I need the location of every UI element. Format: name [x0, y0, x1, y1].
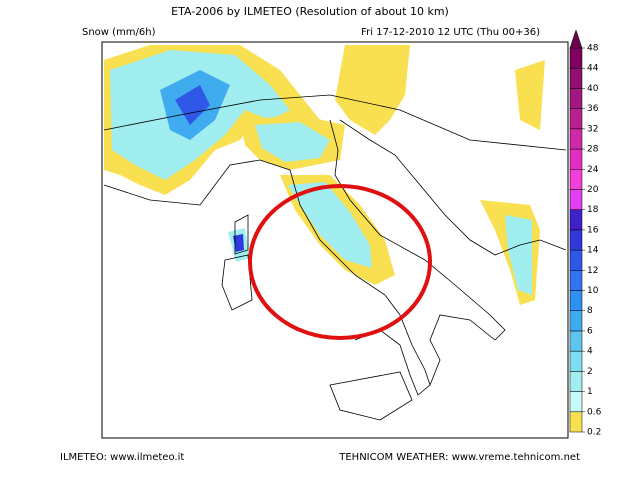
footer-right: TEHNICOM WEATHER: www.vreme.tehnicom.net	[338, 452, 580, 463]
colorbar-label: 16	[587, 225, 599, 235]
snow-deep	[175, 85, 210, 125]
colorbar-box	[569, 270, 583, 291]
snow-cyan	[255, 122, 330, 162]
snow-cyan	[505, 215, 532, 295]
colorbar-label: 18	[587, 205, 599, 215]
colorbar-label: 2	[587, 367, 593, 377]
colorbar-top	[569, 29, 583, 49]
colorbar-box	[569, 371, 583, 392]
colorbar-box	[569, 229, 583, 251]
colorbar-label: 40	[587, 84, 599, 94]
colorbar-label: 6	[587, 326, 593, 336]
field-label: Snow (mm/6h)	[82, 27, 156, 38]
snow-deep	[233, 234, 244, 252]
colorbar-box	[569, 108, 583, 130]
snow-yellow	[515, 60, 545, 130]
colorbar-box	[569, 148, 583, 170]
colorbar-label: 32	[587, 124, 598, 134]
colorbar-label: 14	[587, 246, 599, 256]
colorbar-label: 8	[587, 306, 593, 316]
colorbar-label: 44	[587, 64, 599, 74]
colorbar-box	[569, 290, 583, 311]
colorbar-label: 24	[587, 165, 599, 175]
map	[101, 41, 569, 439]
colorbar-box	[569, 350, 583, 372]
colorbar-box	[569, 391, 583, 413]
colorbar-box	[569, 169, 583, 190]
colorbar-box	[569, 128, 583, 150]
colorbar-box	[569, 189, 583, 210]
colorbar-label: 20	[587, 185, 599, 195]
valid-time: Fri 17-12-2010 12 UTC (Thu 00+36)	[361, 27, 540, 38]
colorbar-label: 0.2	[587, 428, 601, 438]
colorbar-label: 10	[587, 286, 599, 296]
colorbar-label: 4	[587, 347, 593, 357]
highlight-circle	[248, 184, 432, 340]
colorbar-label: 28	[587, 145, 599, 155]
colorbar-label: 48	[587, 44, 599, 54]
colorbar-box	[569, 310, 583, 332]
snow-cyan	[288, 182, 372, 268]
colorbar-box	[569, 411, 583, 433]
colorbar-label: 12	[587, 266, 598, 276]
colorbar-box	[569, 209, 583, 231]
colorbar-box	[569, 47, 583, 69]
colorbar-box	[569, 88, 583, 109]
colorbar-box	[569, 330, 583, 352]
colorbar-label: 0.6	[587, 407, 602, 417]
snow-yellow	[335, 45, 410, 135]
colorbar-box	[569, 249, 583, 271]
title: ETA-2006 by ILMETEO (Resolution of about…	[171, 5, 449, 18]
colorbar-label: 36	[587, 104, 599, 114]
colorbar-box	[569, 67, 583, 89]
footer-left: ILMETEO: www.ilmeteo.it	[60, 452, 184, 463]
colorbar-label: 1	[587, 387, 593, 397]
